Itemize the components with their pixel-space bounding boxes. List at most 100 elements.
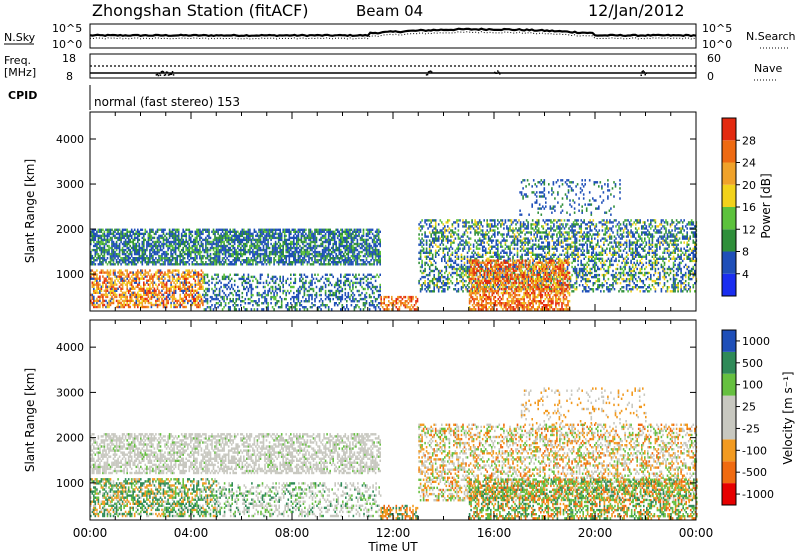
data-cell: [333, 232, 336, 236]
data-cell: [153, 287, 156, 290]
data-cell: [344, 244, 347, 248]
data-cell: [99, 289, 101, 292]
data-cell: [355, 281, 357, 285]
data-cell: [419, 253, 422, 256]
data-cell: [457, 288, 460, 291]
data-cell: [221, 297, 224, 301]
data-cell: [487, 231, 490, 234]
data-cell: [324, 297, 327, 301]
data-cell: [383, 297, 385, 301]
data-cell: [444, 235, 446, 238]
data-cell: [457, 257, 460, 260]
data-cell: [480, 255, 482, 258]
data-cell: [344, 236, 347, 240]
data-cell: [489, 255, 492, 258]
data-cell: [156, 244, 159, 248]
data-cell: [205, 246, 207, 250]
data-cell: [270, 295, 272, 299]
data-cell: [460, 273, 463, 277]
nsearch-label: N.Search: [746, 30, 796, 43]
data-cell: [370, 263, 372, 266]
data-cell: [324, 263, 327, 266]
data-cell: [294, 259, 297, 262]
data-cell: [191, 303, 194, 307]
data-cell: [138, 254, 141, 258]
data-cell: [147, 261, 150, 264]
data-cell: [146, 244, 148, 248]
data-cell: [486, 275, 488, 279]
data-cell: [273, 232, 275, 236]
data-cell: [475, 286, 478, 289]
data-cell: [367, 252, 369, 256]
data-cell: [168, 279, 171, 282]
data-cell: [315, 252, 318, 256]
data-cell: [483, 233, 485, 236]
data-cell: [123, 299, 125, 303]
data-cell: [226, 295, 228, 299]
data-cell: [146, 240, 148, 244]
data-cell: [150, 257, 153, 260]
data-cell: [306, 289, 309, 293]
data-cell: [282, 279, 284, 283]
data-cell: [349, 250, 351, 254]
data-cell: [170, 289, 172, 292]
data-cell: [109, 254, 112, 258]
data-cell: [424, 235, 426, 238]
data-cell: [468, 275, 470, 279]
data-cell: [468, 227, 470, 230]
data-cell: [428, 257, 431, 260]
data-cell: [456, 277, 458, 281]
data-cell: [217, 273, 219, 276]
data-cell: [403, 295, 405, 299]
data-cell: [111, 287, 113, 290]
data-cell: [445, 284, 448, 287]
data-cell: [447, 241, 449, 244]
data-cell: [447, 282, 449, 285]
data-cell: [223, 236, 225, 240]
data-cell: [343, 283, 345, 287]
data-cell: [155, 261, 157, 264]
data-cell: [419, 284, 422, 287]
data-cell: [471, 251, 473, 254]
data-cell: [332, 291, 334, 295]
data-cell: [336, 304, 339, 307]
data-cell: [421, 284, 423, 287]
data-cell: [212, 289, 215, 293]
data-cell: [214, 283, 216, 287]
data-cell: [276, 300, 278, 303]
data-cell: [309, 283, 312, 287]
data-cell: [141, 232, 144, 236]
data-cell: [434, 255, 437, 258]
data-cell: [364, 263, 366, 266]
data-cell: [444, 231, 446, 234]
data-cell: [94, 238, 97, 242]
data-cell: [475, 229, 478, 232]
data-cell: [329, 281, 331, 285]
data-cell: [288, 234, 291, 238]
data-cell: [362, 254, 365, 258]
data-cell: [374, 248, 377, 252]
data-cell: [233, 248, 236, 252]
data-cell: [179, 281, 181, 284]
data-cell: [431, 237, 434, 240]
freq-speck: [165, 71, 168, 73]
data-cell: [279, 230, 281, 233]
data-cell: [448, 219, 451, 222]
data-cell: [401, 297, 404, 301]
data-cell: [359, 263, 362, 266]
data-cell: [161, 275, 163, 278]
data-cell: [168, 263, 171, 266]
data-cell: [365, 238, 368, 242]
data-cell: [177, 271, 180, 274]
data-cell: [252, 236, 254, 240]
data-cell: [326, 252, 328, 256]
data-cell: [425, 257, 428, 260]
data-cell: [297, 293, 300, 297]
data-cell: [156, 297, 159, 301]
data-cell: [188, 252, 191, 256]
data-cell: [203, 254, 206, 258]
data-cell: [303, 293, 306, 297]
data-cell: [335, 228, 337, 231]
data-cell: [230, 300, 233, 303]
data-cell: [294, 230, 297, 233]
